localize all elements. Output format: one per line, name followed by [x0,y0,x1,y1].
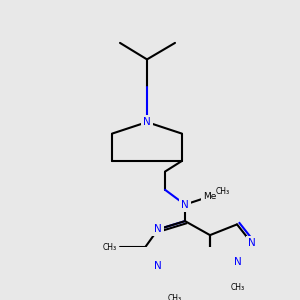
Text: CH₃: CH₃ [231,283,245,292]
Text: N: N [234,257,242,267]
Text: CH₃: CH₃ [103,243,117,252]
Text: N: N [248,238,256,248]
Text: N: N [154,224,162,234]
Text: CH₃: CH₃ [168,294,182,300]
Text: N: N [181,200,189,210]
Text: Me: Me [203,192,217,201]
Text: N: N [143,117,151,127]
Text: N: N [154,261,162,271]
Text: CH₃: CH₃ [216,188,230,196]
